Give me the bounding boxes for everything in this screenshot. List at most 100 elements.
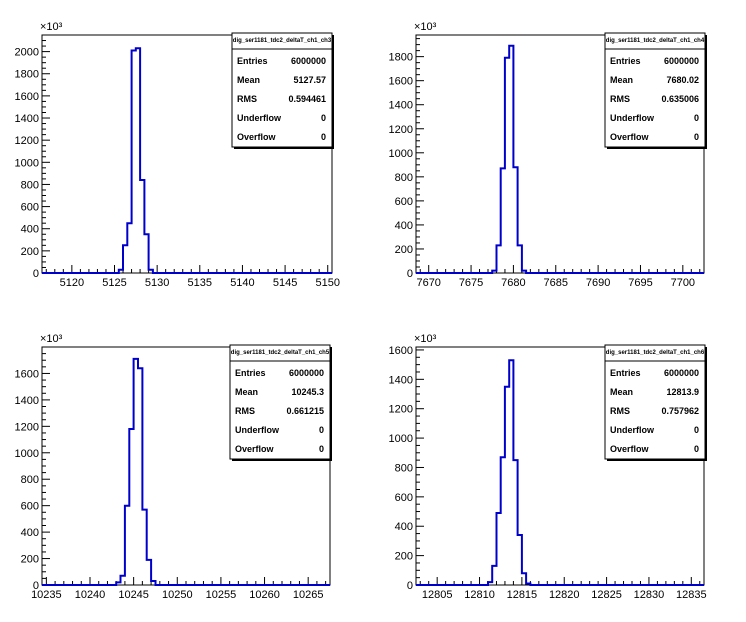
stats-box-frame xyxy=(229,344,331,460)
stats-value: 7680.02 xyxy=(666,75,699,85)
y-tick-label: 200 xyxy=(395,244,413,256)
histogram-bin xyxy=(505,58,509,273)
y-tick-label: 1600 xyxy=(15,368,39,380)
stats-box: dig_ser1181_tdc2_deltaT_ch1_ch4 Entries 60… xyxy=(604,32,707,149)
x-tick-label: 10260 xyxy=(249,589,280,601)
stats-box: dig_ser1181_tdc2_deltaT_ch1_ch3 Entries 60… xyxy=(231,32,334,149)
histogram-bin xyxy=(492,271,496,273)
x-tick-label: 10265 xyxy=(293,589,324,601)
stats-label: Underflow xyxy=(237,113,282,123)
x-tick-label: 7690 xyxy=(586,277,610,289)
stats-value: 0 xyxy=(321,113,326,123)
y-tick-label: 200 xyxy=(21,554,39,566)
stats-title: dig_ser1181_tdc2_deltaT_ch1_ch6 xyxy=(606,350,705,356)
histogram-bin xyxy=(522,271,526,273)
histogram-bin xyxy=(496,245,500,273)
x-tick-label: 7685 xyxy=(544,277,568,289)
y-tick-label: 400 xyxy=(395,220,413,232)
histogram-bin xyxy=(129,429,133,585)
stats-value: 6000000 xyxy=(291,56,326,66)
histogram-bin xyxy=(127,223,131,273)
x-tick-label: 12820 xyxy=(549,589,580,601)
stats-value: 5127.57 xyxy=(293,75,326,85)
y-axis-multiplier: ×10³ xyxy=(40,21,63,33)
stats-value: 0 xyxy=(319,425,324,435)
stats-label: Entries xyxy=(235,368,266,378)
stats-value: 0 xyxy=(319,444,324,454)
y-tick-label: 800 xyxy=(21,179,39,191)
histogram-bin xyxy=(513,167,517,273)
stats-value: 6000000 xyxy=(664,368,699,378)
stats-label: Mean xyxy=(237,75,260,85)
y-tick-label: 1600 xyxy=(389,76,413,88)
stats-value: 0.594461 xyxy=(288,94,326,104)
y-axis-multiplier: ×10³ xyxy=(414,21,437,33)
x-tick-label: 10250 xyxy=(162,589,193,601)
stats-box-frame xyxy=(231,32,333,148)
x-tick-label: 7680 xyxy=(501,277,525,289)
histogram-bin xyxy=(132,50,136,273)
histogram-bin xyxy=(144,234,148,273)
x-tick-label: 5130 xyxy=(145,277,169,289)
stats-value: 12813.9 xyxy=(666,387,699,397)
stats-label: Underflow xyxy=(235,425,280,435)
histogram-bin xyxy=(123,245,127,273)
x-tick-label: 12805 xyxy=(422,589,453,601)
histogram-bin xyxy=(149,270,153,273)
y-tick-label: 800 xyxy=(395,462,413,474)
stats-title: dig_ser1181_tdc2_deltaT_ch1_ch4 xyxy=(606,38,705,44)
histogram-line xyxy=(416,359,704,586)
histogram-bin xyxy=(501,168,505,273)
histogram-line xyxy=(42,47,332,274)
y-tick-label: 400 xyxy=(21,224,39,236)
stats-label: Mean xyxy=(610,75,633,85)
x-tick-label: 10245 xyxy=(118,589,149,601)
stats-label: Mean xyxy=(610,387,633,397)
y-tick-label: 1000 xyxy=(15,448,39,460)
stats-label: Mean xyxy=(235,387,258,397)
stats-value: 6000000 xyxy=(289,368,324,378)
x-tick-label: 7695 xyxy=(628,277,652,289)
y-tick-label: 400 xyxy=(395,521,413,533)
histogram-bin xyxy=(492,566,496,585)
y-tick-label: 1800 xyxy=(389,52,413,64)
y-tick-label: 600 xyxy=(21,202,39,214)
y-tick-label: 1600 xyxy=(15,91,39,103)
y-tick-label: 1600 xyxy=(389,345,413,357)
stats-value: 0 xyxy=(694,444,699,454)
histogram-line xyxy=(42,357,330,586)
y-tick-label: 1400 xyxy=(15,113,39,125)
stats-value: 0 xyxy=(694,132,699,142)
y-tick-label: 1400 xyxy=(389,100,413,112)
x-tick-label: 12835 xyxy=(676,589,707,601)
histogram-bin xyxy=(121,576,125,585)
histogram-bin xyxy=(501,457,505,585)
x-tick-label: 12825 xyxy=(591,589,622,601)
x-tick-label: 12830 xyxy=(634,589,665,601)
histogram-bin xyxy=(140,180,144,273)
stats-value: 0.661215 xyxy=(286,406,324,416)
histogram-bin xyxy=(134,359,138,585)
stats-label: Overflow xyxy=(610,132,650,142)
histogram-bin xyxy=(151,581,155,585)
y-tick-label: 1200 xyxy=(389,404,413,416)
x-tick-label: 5120 xyxy=(60,277,84,289)
stats-box: dig_ser1181_tdc2_deltaT_ch1_ch6 Entries 60… xyxy=(604,344,707,461)
y-tick-label: 1200 xyxy=(389,124,413,136)
y-tick-label: 1200 xyxy=(15,135,39,147)
histogram-bin xyxy=(119,270,123,273)
y-tick-label: 1200 xyxy=(15,421,39,433)
stats-value: 0 xyxy=(694,113,699,123)
stats-label: Overflow xyxy=(610,444,650,454)
stats-title: dig_ser1181_tdc2_deltaT_ch1_ch5 xyxy=(231,350,330,356)
stats-title: dig_ser1181_tdc2_deltaT_ch1_ch3 xyxy=(233,38,332,44)
stats-label: Entries xyxy=(610,368,641,378)
x-tick-label: 7670 xyxy=(416,277,440,289)
x-tick-label: 10235 xyxy=(31,589,62,601)
stats-label: Underflow xyxy=(610,113,655,123)
histogram-panel-2: 7670 7675 7680 7685 7690 7695 7700 0 200 400 600 80… xyxy=(389,21,707,289)
histogram-panel-1: 5120 5125 5130 5135 5140 5145 5150 0 200 400 600 80… xyxy=(15,21,340,289)
x-tick-label: 12815 xyxy=(507,589,538,601)
stats-box-frame xyxy=(604,32,706,148)
